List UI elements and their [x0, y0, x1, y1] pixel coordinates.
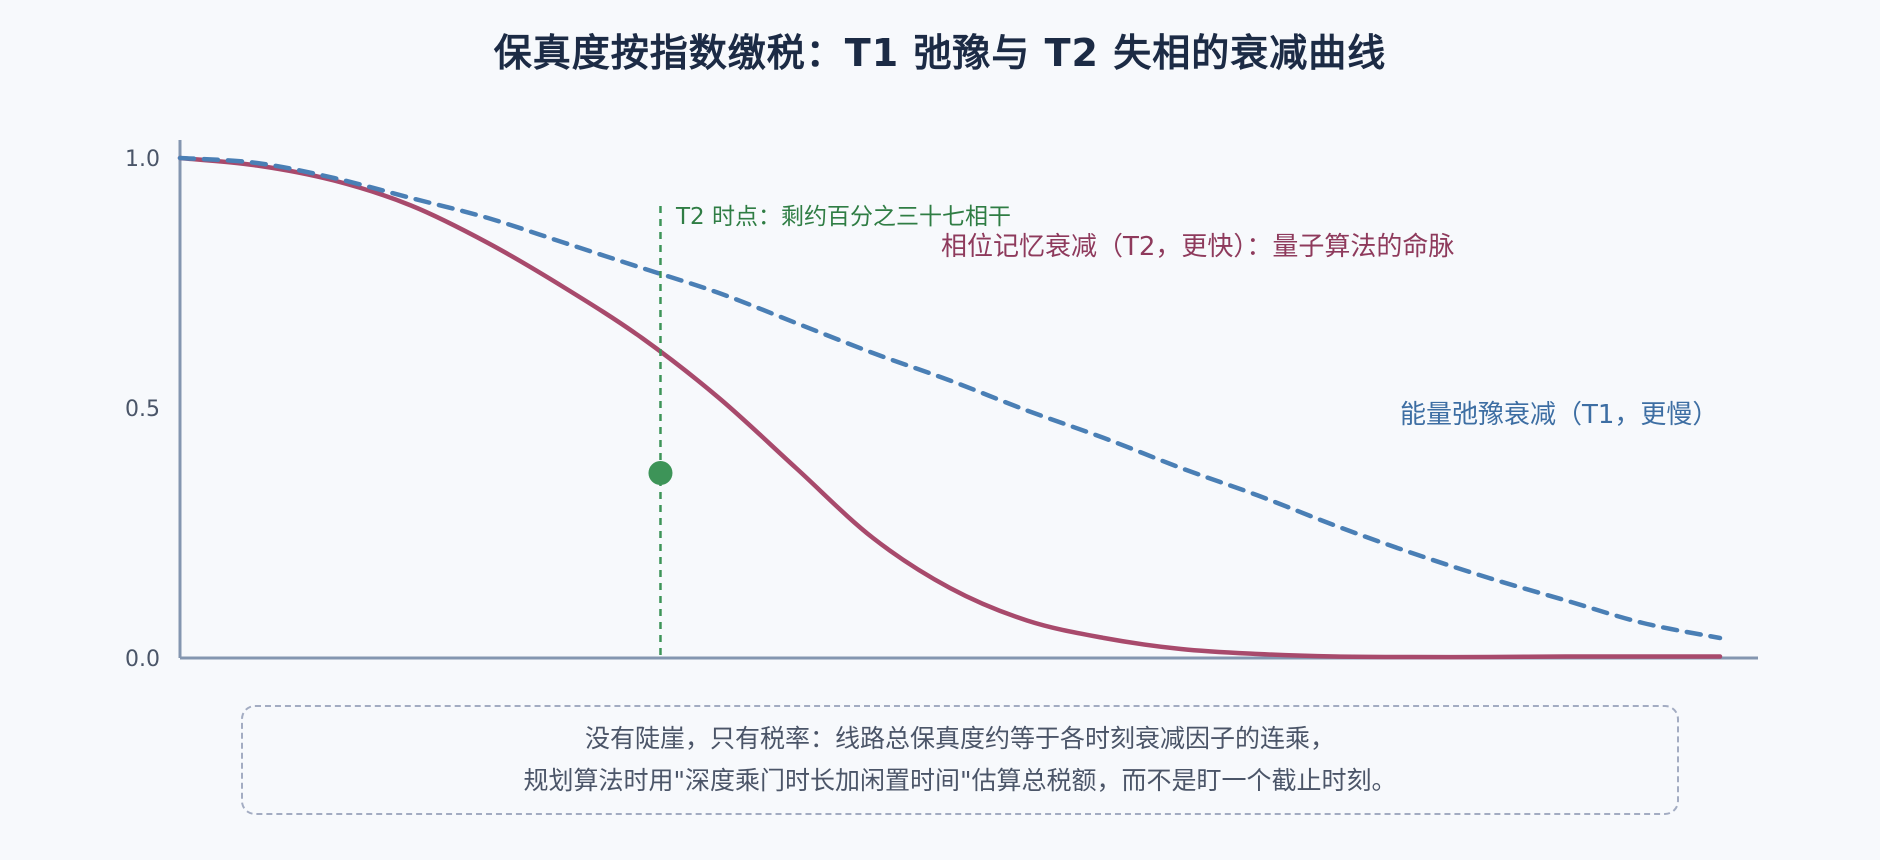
note-box: 没有陡崖，只有税率：线路总保真度约等于各时刻衰减因子的连乘， 规划算法时用"深度…	[241, 705, 1679, 815]
t1-series-label: 能量弛豫衰减（T1，更慢）	[1400, 400, 1718, 430]
label-layer: T2 时点：剩约百分之三十七相干 相位记忆衰减（T2，更快）：量子算法的命脉 能…	[675, 204, 1718, 430]
note-line-1: 没有陡崖，只有税率：线路总保真度约等于各时刻衰减因子的连乘，	[584, 724, 1335, 753]
chart-axes: 0.0 0.5 1.0	[125, 140, 1758, 672]
marker-layer	[648, 206, 673, 658]
t1-decay-line	[177, 155, 1723, 641]
y-tick-label-0: 0.0	[125, 647, 160, 672]
series-layer	[177, 155, 1723, 660]
y-tick-label-2: 1.0	[125, 147, 160, 172]
chart-title: 保真度按指数缴税：T1 弛豫与 T2 失相的衰减曲线	[493, 31, 1387, 75]
t2-marker-point	[648, 461, 673, 485]
note-line-2: 规划算法时用"深度乘门时长加闲置时间"估算总税额，而不是盯一个截止时刻。	[523, 766, 1397, 795]
y-tick-label-1: 0.5	[125, 397, 160, 422]
t2-series-label: 相位记忆衰减（T2，更快）：量子算法的命脉	[941, 232, 1454, 262]
t2-decay-line	[177, 155, 1723, 660]
t2-marker-label: T2 时点：剩约百分之三十七相干	[675, 204, 1011, 230]
